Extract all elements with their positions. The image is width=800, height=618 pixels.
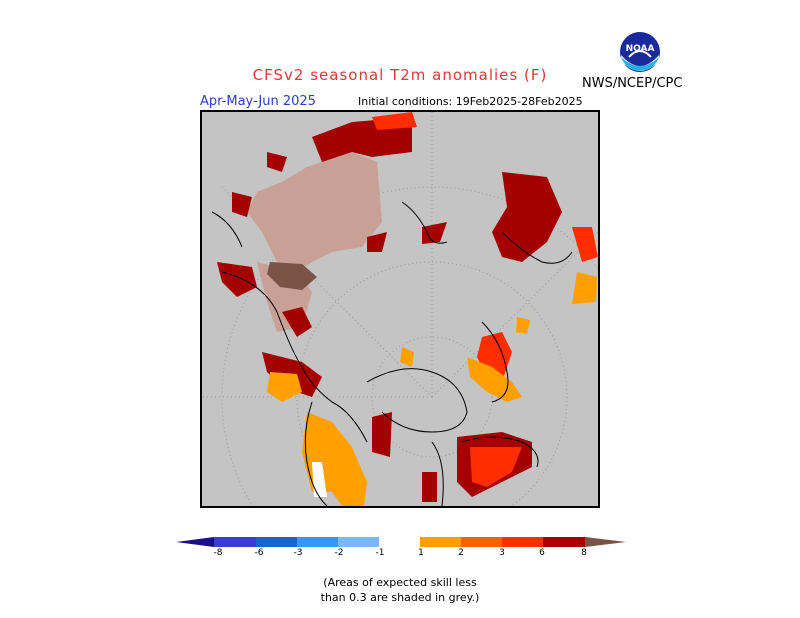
colorbar-segment	[176, 537, 214, 547]
anomaly-gt8-region	[267, 262, 317, 290]
anomaly-1to2-regions	[267, 272, 597, 506]
colorbar-tick-label: -8	[213, 548, 223, 558]
colorbar-segment	[338, 537, 379, 547]
polar-map-canvas	[202, 112, 598, 506]
colorbar-tick-label: -3	[293, 548, 303, 558]
skill-note-line2: than 0.3 are shaded in grey.)	[320, 591, 480, 604]
anomaly-2to3-regions	[372, 112, 598, 487]
map-title: CFSv2 seasonal T2m anomalies (F)	[252, 66, 548, 84]
colorbar-segment	[585, 537, 626, 547]
colorbar-tick-label: 3	[499, 548, 505, 558]
colorbar-segment	[420, 537, 461, 547]
anomaly-6to8-regions	[247, 152, 382, 332]
colorbar-tick-label: -2	[334, 548, 344, 558]
agency-label: NWS/NCEP/CPC	[582, 76, 683, 91]
colorbar-segment	[461, 537, 502, 547]
season-label: Apr-May-Jun 2025	[200, 94, 316, 109]
initial-conditions-label: Initial conditions: 19Feb2025-28Feb2025	[358, 95, 583, 108]
coastlines	[211, 201, 573, 506]
skill-note-line1: (Areas of expected skill less	[323, 576, 477, 589]
colorbar-segment	[256, 537, 297, 547]
colorbar-tick-label: -1	[375, 548, 385, 558]
anomaly-neutral-region	[312, 462, 327, 497]
colorbar-tick-label: 6	[539, 548, 545, 558]
colorbar-segment	[543, 537, 585, 547]
polar-map	[200, 110, 600, 508]
colorbar-tick-label: 8	[581, 548, 587, 558]
colorbar-segment	[297, 537, 338, 547]
colorbar	[176, 537, 626, 547]
noaa-logo-text: NOAA	[626, 44, 655, 54]
colorbar-tick-label: 2	[458, 548, 464, 558]
anomaly-3to6-regions	[217, 117, 562, 502]
colorbar-segment	[379, 537, 420, 547]
noaa-logo: NOAA	[620, 32, 660, 72]
colorbar-segment	[502, 537, 543, 547]
longitude-lines	[202, 112, 598, 398]
colorbar-tick-label: 1	[418, 548, 424, 558]
colorbar-tick-label: -6	[254, 548, 264, 558]
colorbar-segment	[214, 537, 256, 547]
